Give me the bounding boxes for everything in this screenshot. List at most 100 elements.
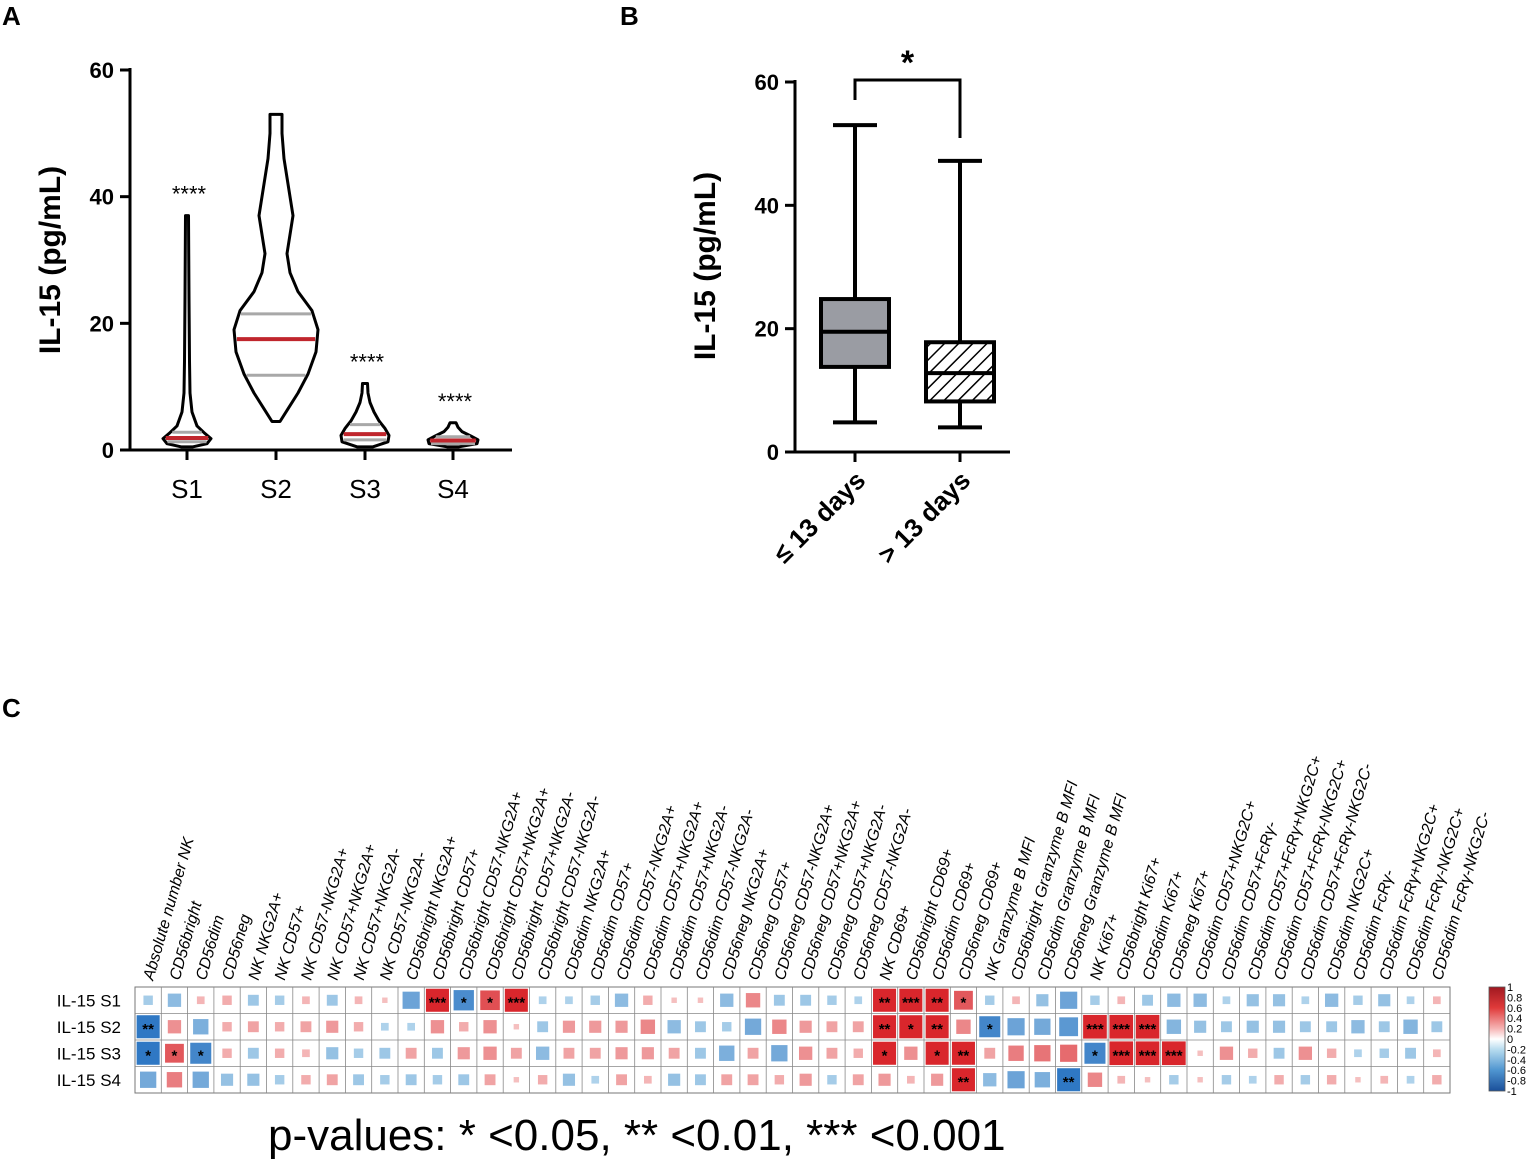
panel-letter-b: B	[620, 1, 639, 31]
heatmap-cell-0-37	[1117, 996, 1126, 1005]
significance-bracket	[853, 78, 962, 138]
heatmap-cell-3-1	[166, 1072, 183, 1088]
heatmap-cell-3-5	[274, 1075, 285, 1085]
colorbar-tick-label: 0	[1507, 1034, 1513, 1046]
heatmap-significance-star: *	[987, 1021, 993, 1038]
heatmap-cell-0-38	[1142, 994, 1153, 1006]
panel-a-y-axis-title: IL-15 (pg/mL)	[34, 166, 67, 354]
panel-b-x-tick-label: > 13 days	[872, 465, 977, 570]
heatmap-cell-3-36	[1087, 1072, 1103, 1087]
colorbar-tick-label: -0.8	[1507, 1076, 1526, 1088]
heatmap-cell-0-2	[196, 996, 205, 1005]
heatmap-significance-star: *	[961, 994, 967, 1011]
heatmap-cell-3-16	[562, 1073, 576, 1086]
heatmap-cell-2-20	[668, 1047, 680, 1059]
heatmap-cell-0-7	[326, 994, 338, 1006]
heatmap-significance-star: ***	[1139, 1047, 1157, 1064]
heatmap-cell-2-46	[1354, 1049, 1362, 1058]
heatmap-cell-1-13	[483, 1020, 497, 1034]
heatmap-cell-3-31	[951, 1068, 975, 1092]
panel-a-y-tick-label: 60	[90, 58, 114, 83]
heatmap-cell-1-25	[799, 1020, 812, 1033]
heatmap-cell-3-6	[301, 1075, 311, 1085]
heatmap-significance-star: ***	[429, 994, 447, 1011]
colorbar-tick-label: -0.2	[1507, 1044, 1526, 1056]
heatmap-significance-star: ***	[1139, 1021, 1157, 1038]
heatmap-cell-3-28	[878, 1073, 891, 1086]
colorbar-tick-label: 1	[1507, 982, 1513, 994]
heatmap-cell-2-44	[1298, 1046, 1313, 1060]
heatmap-cell-3-34	[1034, 1072, 1051, 1088]
heatmap-significance-star: ***	[1112, 1047, 1130, 1064]
heatmap-significance-star: *	[934, 1047, 940, 1064]
heatmap-cell-3-33	[1007, 1071, 1025, 1089]
heatmap-cell-3-23	[747, 1074, 759, 1086]
heatmap-cell-1-11	[430, 1020, 445, 1034]
heatmap-cell-2-40	[1197, 1050, 1203, 1056]
violin-S3	[339, 382, 391, 449]
heatmap-cell-3-40	[1197, 1077, 1203, 1083]
panel-a-y-tick-label: 20	[90, 311, 114, 336]
heatmap-significance-star: **	[879, 994, 891, 1011]
heatmap-cell-1-46	[1351, 1020, 1365, 1034]
heatmap-cell-3-26	[827, 1075, 837, 1085]
heatmap-cell-0-17	[590, 995, 600, 1005]
heatmap-cell-0-33	[1012, 996, 1020, 1005]
heatmap-cell-1-22	[722, 1022, 732, 1032]
panel-a-x-tick-label: S1	[171, 474, 203, 504]
heatmap-cell-1-44	[1299, 1021, 1311, 1033]
heatmap-cell-1-29	[899, 1015, 923, 1039]
heatmap-cell-0-14	[504, 988, 528, 1012]
heatmap-cell-1-26	[826, 1021, 838, 1033]
heatmap-row-label: IL-15 S1	[57, 991, 121, 1010]
heatmap-cell-3-2	[192, 1071, 209, 1088]
heatmap-cell-2-30	[925, 1041, 949, 1065]
heatmap-cell-2-1	[165, 1043, 184, 1063]
heatmap-cell-0-18	[614, 993, 629, 1007]
heatmap-row-labels: IL-15 S1 IL-15 S2 IL-15 S3 IL-15 S4	[57, 991, 121, 1090]
panel-b-y-tick-label: 60	[755, 70, 779, 95]
heatmap-cell-1-43	[1272, 1020, 1286, 1033]
colorbar-tick-label: 0.8	[1507, 992, 1522, 1004]
heatmap-cell-2-31	[951, 1041, 975, 1065]
heatmap-cell-0-42	[1246, 994, 1259, 1007]
heatmap-cell-2-13	[483, 1046, 497, 1060]
heatmap-cell-1-4	[247, 1021, 259, 1033]
heatmap-cell-0-49	[1433, 996, 1441, 1005]
heatmap-cell-2-37	[1109, 1041, 1134, 1066]
heatmap-cell-1-18	[615, 1020, 628, 1033]
heatmap-cell-0-23	[745, 993, 761, 1008]
heatmap-cell-3-49	[1432, 1075, 1442, 1085]
heatmap-cell-0-26	[827, 995, 837, 1005]
panel-a-axes: 0 20 40 60 S1 S2 S3 S4	[90, 58, 512, 504]
panel-a-x-tick-label: S4	[437, 474, 469, 504]
heatmap-cell-2-38	[1135, 1041, 1160, 1066]
heatmap-significance-star: **	[1063, 1074, 1075, 1091]
heatmap-significance-star: *	[908, 1021, 914, 1038]
heatmap-cell-2-25	[798, 1046, 813, 1060]
heatmap-cell-1-37	[1109, 1014, 1134, 1039]
heatmap-cell-1-0	[136, 1015, 160, 1039]
heatmap-cell-0-10	[402, 991, 420, 1009]
heatmap-cell-2-3	[222, 1048, 232, 1058]
pvalue-legend: p-values: * <0.05, ** <0.01, *** <0.001	[268, 1111, 1006, 1160]
heatmap-cell-2-42	[1248, 1048, 1258, 1058]
heatmap-cell-1-20	[667, 1020, 681, 1034]
significance-label: ****	[350, 350, 385, 375]
heatmap-cell-2-29	[904, 1046, 918, 1060]
heatmap-cell-1-49	[1431, 1021, 1443, 1033]
heatmap-cell-0-44	[1301, 996, 1310, 1005]
heatmap-cell-3-21	[695, 1074, 706, 1086]
heatmap-cell-0-12	[453, 990, 474, 1011]
panel-b-y-axis-title: IL-15 (pg/mL)	[689, 172, 722, 360]
heatmap-cell-0-34	[1036, 994, 1049, 1007]
heatmap-cell-1-10	[407, 1022, 415, 1031]
heatmap-cell-3-19	[644, 1075, 652, 1084]
heatmap-significance-star: *	[882, 1047, 888, 1064]
heatmap-cell-0-9	[382, 997, 388, 1003]
heatmap-cell-1-40	[1194, 1020, 1207, 1033]
heatmap-cell-1-19	[640, 1019, 656, 1034]
heatmap-grid: *** * * *** ** *** ** *** ** * ** * *** *** **** * * * * **…	[134, 986, 1451, 1094]
heatmap-cell-0-41	[1222, 996, 1231, 1005]
